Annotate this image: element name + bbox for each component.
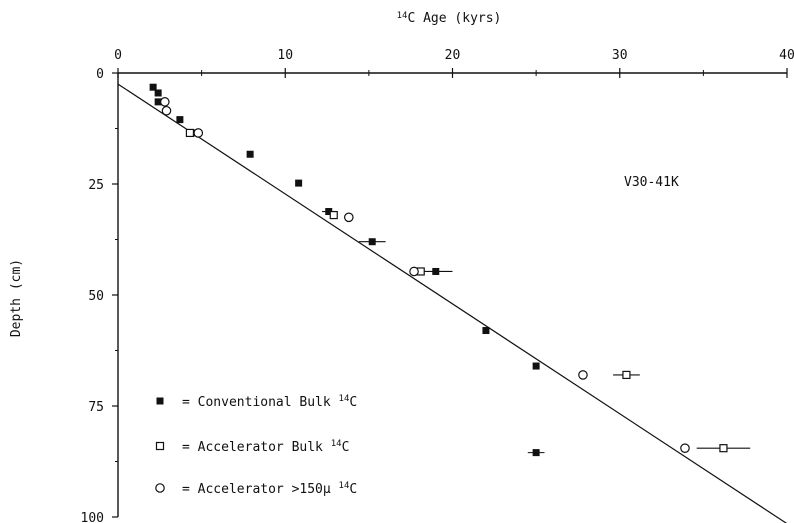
data-point-open-circle — [680, 443, 690, 453]
regression-line-layer — [117, 83, 788, 523]
legend-label: = Conventional Bulk 14C — [182, 394, 357, 410]
x-axis-title-superscript: 14 — [397, 11, 408, 21]
y-tick-label: 50 — [88, 289, 104, 304]
series-open-circle — [160, 97, 690, 453]
x-tick-label: 10 — [277, 48, 293, 63]
legend-label-tail: C — [342, 440, 350, 455]
y-axis-title: Depth (cm) — [9, 259, 24, 337]
y-tick-label: 0 — [96, 67, 104, 82]
data-point-open-square — [185, 128, 195, 138]
legend-label-superscript: 14 — [339, 394, 350, 404]
annotation-core-id: V30-41K — [624, 175, 679, 190]
data-point-open-circle — [161, 105, 172, 116]
legend-label-superscript: 14 — [331, 439, 342, 449]
x-axis-title: 14C Age (kyrs) — [397, 11, 502, 26]
legend-label-text: = Conventional Bulk — [182, 395, 339, 410]
x-tick-label: 20 — [445, 48, 461, 63]
legend-label-superscript: 14 — [339, 481, 350, 491]
legend-marker-filled-square — [156, 397, 164, 405]
y-tick-label: 75 — [88, 400, 104, 415]
data-point-filled-square — [432, 267, 440, 275]
data-point-open-square — [329, 210, 338, 220]
axes: 0 10 20 30 40 0 25 50 75 100 — [81, 48, 794, 523]
data-point-filled-square — [154, 89, 162, 97]
data-point-filled-square — [154, 98, 162, 106]
data-point-filled-square — [532, 362, 540, 370]
legend-label-tail: C — [349, 482, 357, 497]
data-point-filled-square — [325, 208, 333, 216]
legend-label-text: = Accelerator Bulk — [182, 440, 331, 455]
data-point-open-circle — [193, 128, 204, 138]
data-marks — [149, 83, 751, 457]
legend-marker-open-square — [155, 441, 165, 451]
legend: = Conventional Bulk 14C= Accelerator Bul… — [155, 394, 357, 497]
data-point-open-circle — [578, 370, 588, 380]
y-tick-label: 25 — [88, 178, 104, 193]
x-tick-label: 0 — [114, 48, 122, 63]
legend-marker-open-circle — [155, 483, 165, 493]
x-tick-label: 40 — [779, 48, 794, 63]
data-point-open-circle — [160, 97, 170, 107]
y-tick-label: 100 — [81, 511, 104, 523]
data-point-filled-square — [176, 116, 184, 124]
legend-label: = Accelerator >150μ 14C — [182, 481, 357, 497]
data-point-filled-square — [532, 449, 540, 457]
regression-line — [117, 83, 788, 523]
data-point-open-circle — [344, 212, 354, 223]
legend-label-tail: C — [349, 395, 357, 410]
data-point-open-square — [719, 444, 728, 453]
data-point-filled-square — [295, 179, 303, 187]
legend-label: = Accelerator Bulk 14C — [182, 439, 349, 455]
x-tick-label: 30 — [612, 48, 628, 63]
data-point-filled-square — [368, 238, 376, 246]
data-point-filled-square — [246, 150, 254, 158]
data-point-open-circle — [409, 266, 419, 277]
data-point-open-square — [622, 370, 631, 380]
data-point-filled-square — [482, 327, 490, 335]
x-axis-title-text: C Age (kyrs) — [407, 11, 501, 26]
data-point-filled-square — [149, 83, 157, 91]
legend-label-text: = Accelerator >150μ — [182, 482, 339, 497]
series-open-square — [185, 128, 751, 453]
